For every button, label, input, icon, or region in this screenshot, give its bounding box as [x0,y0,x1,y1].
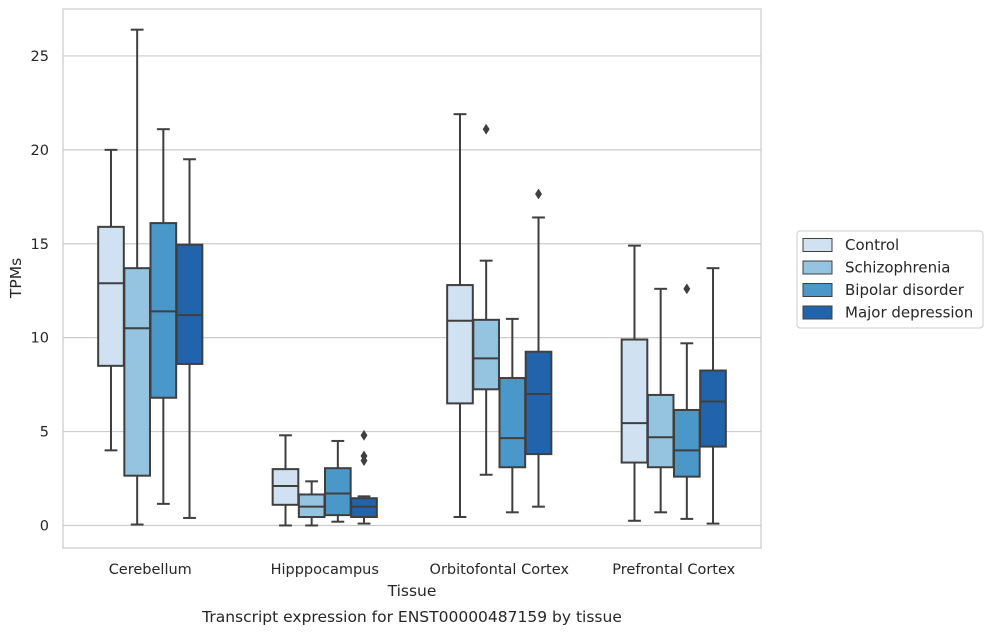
x-tick-label: Orbitofontal Cortex [430,562,570,578]
legend: Control Schizophrenia Bipolar disorder Majo… [796,230,984,329]
legend-label: Schizophrenia [845,259,950,277]
legend-label: Bipolar disorder [845,281,965,299]
x-axis-title: Tissue [387,582,437,600]
box-0-1 [123,28,151,526]
box-3-1 [646,287,675,514]
box-3-2 [673,283,701,520]
legend-label: Control [845,236,899,254]
chart-caption: Transcript expression for ENST0000048715… [201,608,622,626]
box-body [673,408,701,478]
box-body [446,284,474,405]
x-tick-label: Prefrontal Cortex [612,562,735,578]
box-body [646,393,675,469]
box-body [175,243,204,365]
box-0-0 [97,148,125,452]
box-0-2 [149,128,178,505]
box-body [524,350,553,456]
y-tick-label: 5 [40,425,49,441]
box-3-3 [699,267,727,525]
box-1-0 [271,434,300,527]
outlier-point [535,188,543,200]
y-tick-label: 25 [31,49,49,65]
box-2-2 [498,317,527,514]
y-tick-label: 20 [31,143,49,159]
y-tick-label: 0 [40,518,49,534]
outlier-point [482,123,490,135]
outlier-point [683,283,691,295]
legend-frame [796,230,984,329]
box-body [97,225,125,367]
outlier-point [360,429,368,441]
box-1-1 [297,480,326,527]
legend-swatch [802,305,833,320]
y-axis-title: TPMs [7,258,25,299]
box-2-0 [446,113,474,519]
plot-area-frame [62,8,762,549]
legend-swatch [802,260,833,275]
box-body [699,369,727,448]
box-0-3 [175,158,204,519]
legend-swatch [802,238,833,252]
box-2-3 [524,188,553,508]
box-series [97,28,727,527]
box-body [324,467,352,517]
box-body [620,338,649,464]
legend-label: Major depression [845,304,973,322]
y-axis-ticks: 0 5 10 15 20 25 [31,49,49,535]
box-1-2 [324,439,352,523]
y-tick-label: 10 [31,331,49,347]
box-body [123,267,151,477]
y-tick-label: 15 [31,237,49,253]
x-tick-label: Cerebellum [109,562,192,578]
x-tick-label: Hipppocampus [271,562,379,578]
box-3-0 [620,244,649,522]
legend-swatch [802,283,833,297]
box-body [498,377,527,469]
box-2-1 [472,123,500,476]
x-axis-ticks: Cerebellum Hipppocampus Orbitofontal Corte… [109,562,736,578]
outlier-point [360,455,368,467]
box-body [472,318,500,391]
box-1-3 [350,429,378,525]
